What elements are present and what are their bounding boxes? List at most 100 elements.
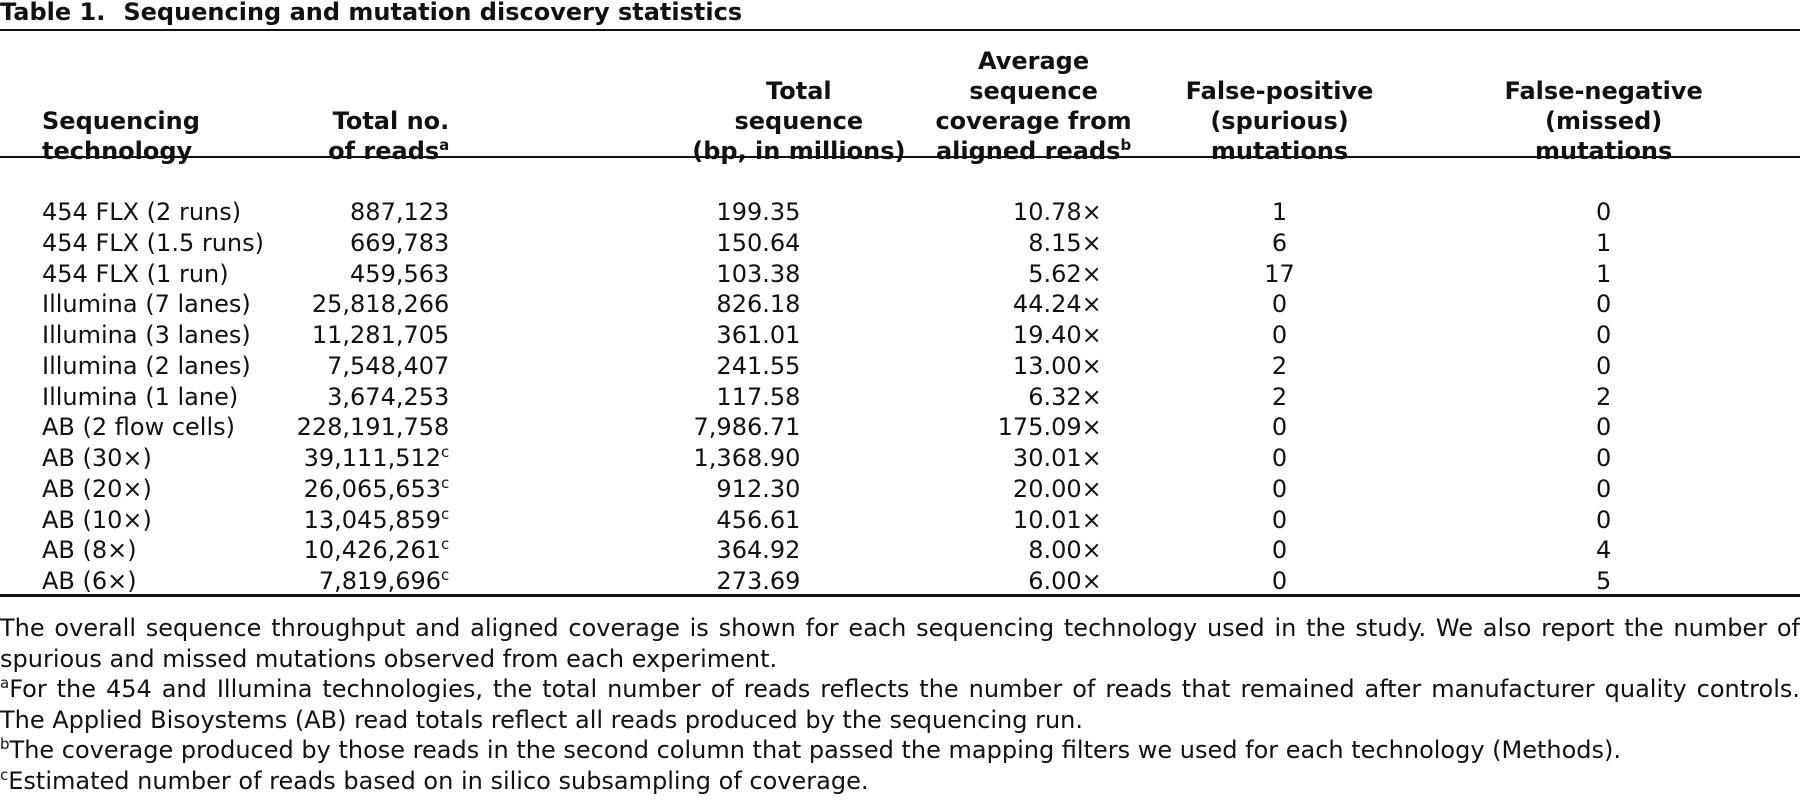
cell-false-negative: 0 xyxy=(1596,198,1612,227)
cell-total-sequence: 241.55 xyxy=(716,351,801,380)
cell-false-positive: 2 xyxy=(1271,382,1288,411)
cell-false-positive: 0 xyxy=(1271,474,1288,503)
cell-false-positive: 0 xyxy=(1271,567,1288,596)
cell-total-sequence: 361.01 xyxy=(716,321,801,350)
footnote-mark-b: b xyxy=(1120,136,1132,154)
cell-average-coverage: 5.62× xyxy=(1028,259,1102,288)
table-row: Illumina (7 lanes) 25,818,266 826.18 44.24×… xyxy=(0,289,1800,320)
table-title: Sequencing and mutation discovery statis… xyxy=(123,0,743,26)
top-rule xyxy=(0,29,1800,31)
header-false-negative: False-negative (missed) mutations xyxy=(1504,77,1703,165)
cell-total-reads: 11,281,705 xyxy=(311,321,450,350)
cell-technology: AB (20×) xyxy=(42,474,152,503)
header-total-reads: Total no. of readsa xyxy=(328,107,450,165)
cell-average-coverage: 10.01× xyxy=(1012,505,1102,534)
cell-average-coverage: 19.40× xyxy=(1012,321,1102,350)
cell-total-sequence: 1,368.90 xyxy=(693,444,801,473)
cell-total-sequence: 7,986.71 xyxy=(693,413,801,442)
table-row: 454 FLX (1 run) 459,563 103.38 5.62× 17 1 xyxy=(0,258,1800,289)
cell-average-coverage: 13.00× xyxy=(1012,351,1102,380)
cell-false-positive: 0 xyxy=(1271,444,1288,473)
cell-false-negative: 0 xyxy=(1596,505,1612,534)
cell-false-negative: 1 xyxy=(1596,228,1612,257)
cell-total-reads: 25,818,266 xyxy=(311,290,450,319)
data-table: Sequencing technology Total no. of readsa … xyxy=(0,46,1800,597)
cell-false-positive: 1 xyxy=(1271,198,1288,227)
cell-average-coverage: 6.32× xyxy=(1028,382,1102,411)
cell-technology: Illumina (3 lanes) xyxy=(42,321,251,350)
cell-technology: Illumina (7 lanes) xyxy=(42,290,251,319)
cell-false-negative: 0 xyxy=(1596,444,1612,473)
cell-total-reads: 887,123 xyxy=(350,198,450,227)
cell-technology: Illumina (1 lane) xyxy=(42,382,239,411)
cell-false-positive: 0 xyxy=(1271,321,1288,350)
cell-total-reads: 7,548,407 xyxy=(327,351,450,380)
cell-technology: 454 FLX (2 runs) xyxy=(42,198,242,227)
table-description: The overall sequence throughput and alig… xyxy=(0,614,1800,673)
footnote-a: aFor the 454 and Illumina technologies, … xyxy=(0,674,1800,734)
footnote-b: bThe coverage produced by those reads in… xyxy=(0,735,1622,764)
table-row: Illumina (3 lanes) 11,281,705 361.01 19.40×… xyxy=(0,320,1800,351)
cell-false-negative: 0 xyxy=(1596,290,1612,319)
cell-false-negative: 0 xyxy=(1596,474,1612,503)
table-row: AB (10×) 13,045,859c 456.61 10.01× 0 0 xyxy=(0,504,1800,535)
header-technology: Sequencing technology xyxy=(42,107,200,165)
body-spacer xyxy=(0,166,1800,197)
table-row: 454 FLX (2 runs) 887,123 199.35 10.78× 1 0 xyxy=(0,197,1800,228)
cell-average-coverage: 44.24× xyxy=(1012,290,1102,319)
cell-total-reads: 26,065,653c xyxy=(303,473,450,503)
bottom-rule xyxy=(0,594,1800,597)
cell-total-reads: 13,045,859c xyxy=(303,504,450,534)
cell-false-negative: 0 xyxy=(1596,413,1612,442)
footnote-mark-a: a xyxy=(439,136,450,154)
cell-total-sequence: 117.58 xyxy=(716,382,801,411)
cell-total-reads: 3,674,253 xyxy=(327,382,450,411)
cell-false-negative: 4 xyxy=(1596,536,1612,565)
footnote-mark-c: c xyxy=(441,566,450,585)
cell-false-positive: 6 xyxy=(1271,228,1288,257)
cell-average-coverage: 8.15× xyxy=(1028,228,1102,257)
cell-average-coverage: 10.78× xyxy=(1012,198,1102,227)
table-row: AB (20×) 26,065,653c 912.30 20.00× 0 0 xyxy=(0,474,1800,505)
table-row: Illumina (2 lanes) 7,548,407 241.55 13.00× 2… xyxy=(0,351,1800,382)
cell-average-coverage: 30.01× xyxy=(1012,444,1102,473)
table-row: AB (30×) 39,111,512c 1,368.90 30.01× 0 0 xyxy=(0,443,1800,474)
header-average-coverage: Average sequence coverage from aligned rea… xyxy=(935,47,1132,165)
cell-false-positive: 17 xyxy=(1264,259,1295,288)
cell-total-reads: 228,191,758 xyxy=(296,413,450,442)
cell-technology: AB (30×) xyxy=(42,444,152,473)
table-row: Illumina (1 lane) 3,674,253 117.58 6.32× 2 2 xyxy=(0,381,1800,412)
footnote-mark-c: c xyxy=(441,473,450,492)
cell-total-sequence: 456.61 xyxy=(716,505,801,534)
cell-technology: Illumina (2 lanes) xyxy=(42,351,251,380)
cell-false-negative: 2 xyxy=(1596,382,1612,411)
footnote-mark-c: c xyxy=(441,504,450,523)
cell-total-sequence: 826.18 xyxy=(716,290,801,319)
table-body: 454 FLX (2 runs) 887,123 199.35 10.78× 1 0 454… xyxy=(0,166,1800,597)
cell-technology: AB (8×) xyxy=(42,536,137,565)
footnote-mark-c: c xyxy=(441,443,450,462)
cell-total-sequence: 273.69 xyxy=(716,567,801,596)
cell-average-coverage: 20.00× xyxy=(1012,474,1102,503)
cell-total-sequence: 150.64 xyxy=(716,228,801,257)
table-caption: Table 1. Sequencing and mutation discover… xyxy=(0,0,742,27)
header-false-positive: False-positive (spurious) mutations xyxy=(1185,77,1374,165)
cell-total-sequence: 364.92 xyxy=(716,536,801,565)
cell-false-positive: 0 xyxy=(1271,505,1288,534)
table-row: 454 FLX (1.5 runs) 669,783 150.64 8.15× 6 1 xyxy=(0,228,1800,259)
cell-average-coverage: 6.00× xyxy=(1028,567,1102,596)
table-row: AB (6×) 7,819,696c 273.69 6.00× 0 5 xyxy=(0,566,1800,597)
cell-false-positive: 0 xyxy=(1271,536,1288,565)
cell-false-negative: 5 xyxy=(1596,567,1612,596)
header-total-sequence: Total sequence (bp, in millions) xyxy=(692,77,906,165)
cell-total-reads: 7,819,696c xyxy=(318,566,450,596)
cell-false-positive: 2 xyxy=(1271,351,1288,380)
cell-false-positive: 0 xyxy=(1271,290,1288,319)
table-row: AB (2 flow cells) 228,191,758 7,986.71 175.… xyxy=(0,412,1800,443)
table-row: AB (8×) 10,426,261c 364.92 8.00× 0 4 xyxy=(0,535,1800,566)
cell-technology: AB (10×) xyxy=(42,505,152,534)
cell-total-reads: 459,563 xyxy=(350,259,450,288)
table-notes: The overall sequence throughput and alig… xyxy=(0,613,1800,796)
cell-false-negative: 0 xyxy=(1596,321,1612,350)
